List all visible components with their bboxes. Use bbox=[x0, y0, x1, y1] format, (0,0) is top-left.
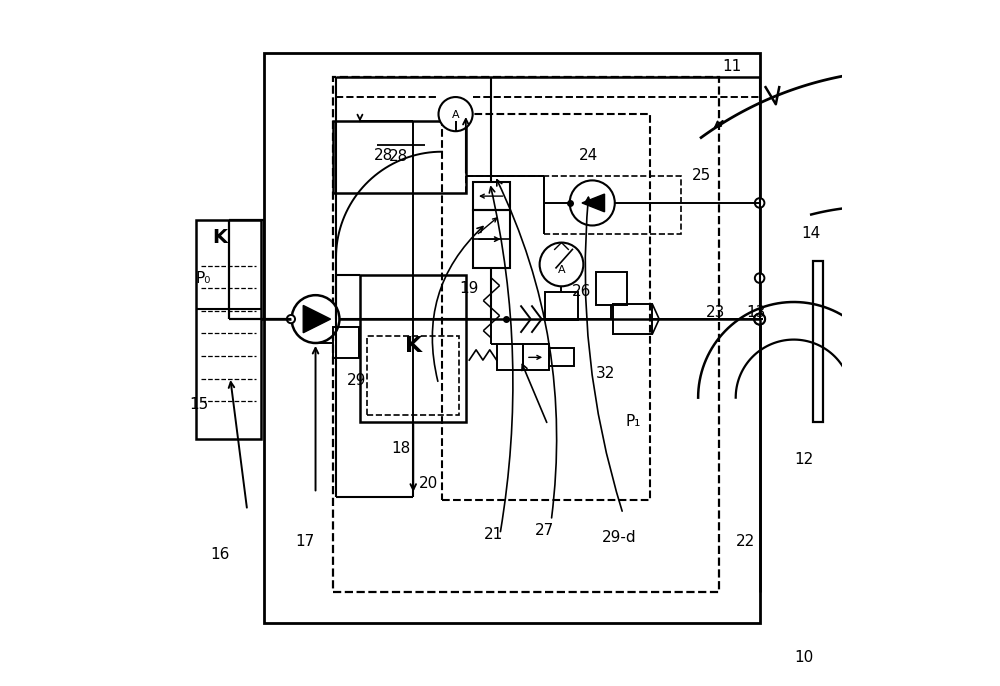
Text: 12: 12 bbox=[794, 451, 814, 466]
Bar bbox=[264, 53, 760, 623]
Bar bbox=[360, 274, 466, 422]
Bar bbox=[497, 344, 523, 370]
Text: 24: 24 bbox=[579, 147, 598, 163]
Circle shape bbox=[540, 243, 583, 286]
Bar bbox=[333, 121, 466, 193]
Text: 28: 28 bbox=[374, 147, 393, 163]
Text: 10: 10 bbox=[794, 650, 814, 665]
Text: A: A bbox=[558, 265, 565, 275]
Bar bbox=[333, 77, 719, 593]
Polygon shape bbox=[303, 305, 331, 333]
Text: 23: 23 bbox=[706, 305, 725, 320]
Text: 13: 13 bbox=[747, 305, 766, 320]
Bar bbox=[523, 344, 549, 370]
Text: 32: 32 bbox=[596, 366, 616, 381]
Circle shape bbox=[755, 198, 764, 208]
Text: 11: 11 bbox=[723, 59, 742, 74]
Bar bbox=[613, 304, 652, 334]
Text: K: K bbox=[212, 228, 227, 246]
Text: K: K bbox=[405, 336, 422, 357]
Text: 20: 20 bbox=[419, 475, 438, 490]
Circle shape bbox=[570, 180, 615, 226]
Text: 15: 15 bbox=[190, 397, 209, 412]
Bar bbox=[442, 114, 650, 500]
Text: 17: 17 bbox=[296, 534, 315, 549]
Text: 29-d: 29-d bbox=[602, 530, 637, 545]
Text: 16: 16 bbox=[210, 547, 230, 563]
Text: 26: 26 bbox=[572, 284, 592, 299]
Text: A: A bbox=[452, 110, 459, 121]
Circle shape bbox=[754, 314, 765, 324]
Text: 27: 27 bbox=[535, 523, 554, 539]
Circle shape bbox=[292, 295, 339, 343]
Bar bbox=[596, 272, 627, 305]
Text: P₀: P₀ bbox=[195, 270, 210, 285]
Bar bbox=[367, 336, 459, 415]
Text: 18: 18 bbox=[391, 441, 411, 456]
Text: 21: 21 bbox=[484, 527, 503, 542]
Bar bbox=[544, 176, 681, 234]
Text: 14: 14 bbox=[801, 226, 820, 241]
Bar bbox=[473, 210, 510, 268]
Circle shape bbox=[755, 273, 764, 283]
Text: 19: 19 bbox=[460, 281, 479, 296]
Bar bbox=[333, 327, 359, 358]
Bar bbox=[473, 182, 510, 210]
Circle shape bbox=[439, 97, 473, 131]
Bar bbox=[545, 292, 578, 320]
Text: 25: 25 bbox=[692, 168, 711, 183]
Text: 22: 22 bbox=[736, 534, 756, 549]
Circle shape bbox=[754, 314, 765, 324]
Bar bbox=[813, 261, 823, 422]
Text: 28: 28 bbox=[389, 149, 409, 164]
Bar bbox=[549, 348, 574, 366]
Polygon shape bbox=[582, 194, 605, 212]
Bar bbox=[196, 220, 261, 438]
Text: P₁: P₁ bbox=[626, 414, 641, 429]
Circle shape bbox=[287, 315, 295, 323]
Text: 29: 29 bbox=[347, 373, 366, 388]
